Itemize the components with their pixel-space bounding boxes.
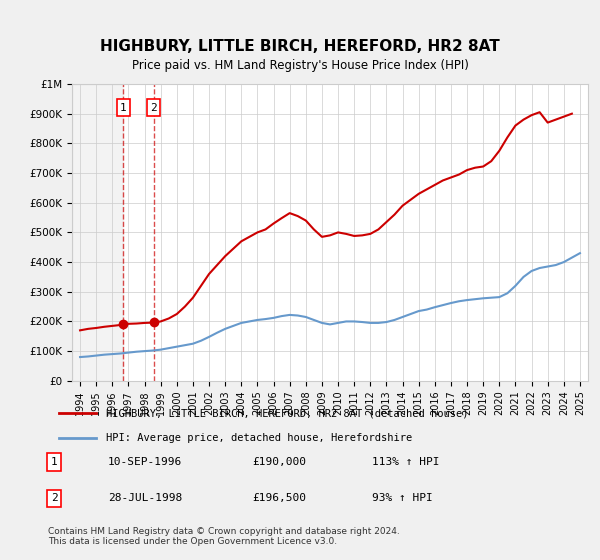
Text: HIGHBURY, LITTLE BIRCH, HEREFORD, HR2 8AT: HIGHBURY, LITTLE BIRCH, HEREFORD, HR2 8A… (100, 39, 500, 54)
Text: 2: 2 (50, 493, 58, 503)
Text: £190,000: £190,000 (252, 457, 306, 467)
Text: 1: 1 (50, 457, 58, 467)
Text: £196,500: £196,500 (252, 493, 306, 503)
Text: Price paid vs. HM Land Registry's House Price Index (HPI): Price paid vs. HM Land Registry's House … (131, 59, 469, 72)
Text: Contains HM Land Registry data © Crown copyright and database right 2024.
This d: Contains HM Land Registry data © Crown c… (48, 526, 400, 546)
Text: 1: 1 (120, 102, 127, 113)
Text: 113% ↑ HPI: 113% ↑ HPI (372, 457, 439, 467)
Bar (72, 84, 124, 381)
Text: HPI: Average price, detached house, Herefordshire: HPI: Average price, detached house, Here… (106, 433, 412, 443)
Text: 93% ↑ HPI: 93% ↑ HPI (372, 493, 433, 503)
Text: 10-SEP-1996: 10-SEP-1996 (108, 457, 182, 467)
Text: 2: 2 (151, 102, 157, 113)
Text: 28-JUL-1998: 28-JUL-1998 (108, 493, 182, 503)
Text: HIGHBURY, LITTLE BIRCH, HEREFORD, HR2 8AT (detached house): HIGHBURY, LITTLE BIRCH, HEREFORD, HR2 8A… (106, 408, 469, 418)
